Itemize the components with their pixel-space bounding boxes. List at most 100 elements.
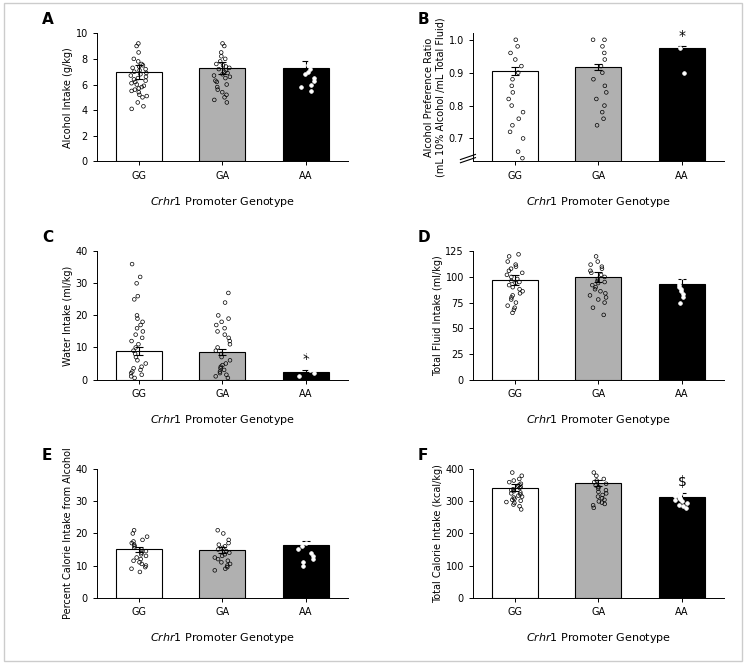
Bar — [116, 550, 162, 598]
Point — [680, 498, 692, 509]
Point — [501, 270, 513, 280]
Point — [129, 84, 141, 95]
Point — [140, 68, 152, 78]
Point — [140, 358, 151, 369]
Point — [134, 65, 145, 76]
Point — [134, 557, 145, 568]
Point — [515, 487, 527, 498]
Point — [511, 274, 523, 284]
Point — [586, 268, 598, 278]
Point — [222, 68, 233, 78]
Point — [126, 367, 138, 377]
Point — [304, 64, 316, 74]
Point — [219, 66, 231, 77]
Point — [220, 358, 232, 369]
Point — [136, 82, 148, 92]
Point — [597, 489, 609, 500]
Point — [505, 485, 517, 495]
Point — [126, 104, 138, 114]
Point — [292, 54, 304, 64]
Point — [216, 550, 228, 561]
Point — [224, 72, 236, 82]
Point — [140, 560, 152, 571]
Point — [601, 488, 612, 499]
Point — [125, 564, 137, 574]
Text: $: $ — [677, 475, 686, 489]
Text: $\it{Crhr1}$ Promoter Genotype: $\it{Crhr1}$ Promoter Genotype — [150, 413, 295, 427]
Point — [136, 547, 148, 558]
Point — [590, 94, 602, 104]
Bar — [492, 70, 538, 369]
Point — [131, 278, 142, 289]
Point — [223, 333, 235, 343]
Point — [138, 80, 150, 91]
Point — [137, 535, 148, 545]
Point — [130, 329, 142, 340]
Text: $\it{Crhr1}$ Promoter Genotype: $\it{Crhr1}$ Promoter Genotype — [526, 413, 671, 427]
Point — [587, 302, 599, 313]
Point — [221, 79, 233, 90]
Y-axis label: Percent Calorie Intake from Alcohol: Percent Calorie Intake from Alcohol — [63, 448, 73, 620]
Point — [680, 262, 692, 272]
Point — [597, 41, 609, 52]
Text: C: C — [42, 230, 53, 245]
Y-axis label: Alcohol Intake (g/kg): Alcohol Intake (g/kg) — [63, 47, 73, 147]
Point — [132, 38, 144, 48]
Point — [516, 153, 528, 163]
Point — [304, 358, 316, 369]
Point — [588, 467, 600, 478]
Point — [223, 535, 235, 545]
Point — [216, 47, 228, 58]
Point — [208, 70, 220, 81]
Point — [589, 282, 601, 292]
Bar — [659, 48, 705, 369]
Point — [501, 300, 513, 311]
Point — [510, 262, 522, 272]
Point — [210, 58, 222, 69]
Point — [510, 259, 521, 270]
Point — [510, 54, 521, 65]
Point — [517, 133, 529, 144]
Point — [674, 489, 686, 499]
Point — [513, 501, 525, 511]
Point — [515, 489, 527, 499]
Point — [216, 69, 228, 80]
Point — [509, 302, 521, 313]
Point — [221, 90, 233, 100]
Point — [133, 339, 145, 349]
Point — [216, 87, 228, 98]
Point — [137, 101, 149, 112]
Point — [137, 92, 148, 103]
Text: B: B — [418, 12, 430, 27]
Point — [215, 363, 227, 374]
Point — [224, 558, 236, 569]
Text: $\it{Crhr1}$ Promoter Genotype: $\it{Crhr1}$ Promoter Genotype — [526, 631, 671, 645]
Point — [212, 525, 224, 536]
Point — [212, 84, 224, 95]
Point — [209, 565, 221, 576]
Point — [592, 487, 604, 497]
Point — [307, 550, 319, 561]
Point — [213, 310, 225, 321]
Point — [131, 41, 142, 51]
Point — [128, 294, 140, 305]
Point — [599, 499, 611, 509]
Point — [506, 292, 518, 303]
Point — [216, 38, 228, 48]
Point — [669, 490, 681, 501]
Point — [677, 292, 689, 303]
Point — [508, 475, 520, 486]
Point — [222, 560, 233, 571]
Point — [515, 470, 527, 481]
Point — [673, 282, 685, 292]
Point — [218, 365, 230, 375]
Point — [586, 280, 598, 290]
Text: D: D — [418, 230, 430, 245]
Text: *: * — [678, 29, 686, 42]
Point — [675, 284, 687, 295]
Bar — [575, 68, 621, 369]
Point — [297, 557, 309, 568]
Point — [669, 495, 681, 505]
Point — [130, 342, 142, 353]
Point — [516, 268, 528, 278]
